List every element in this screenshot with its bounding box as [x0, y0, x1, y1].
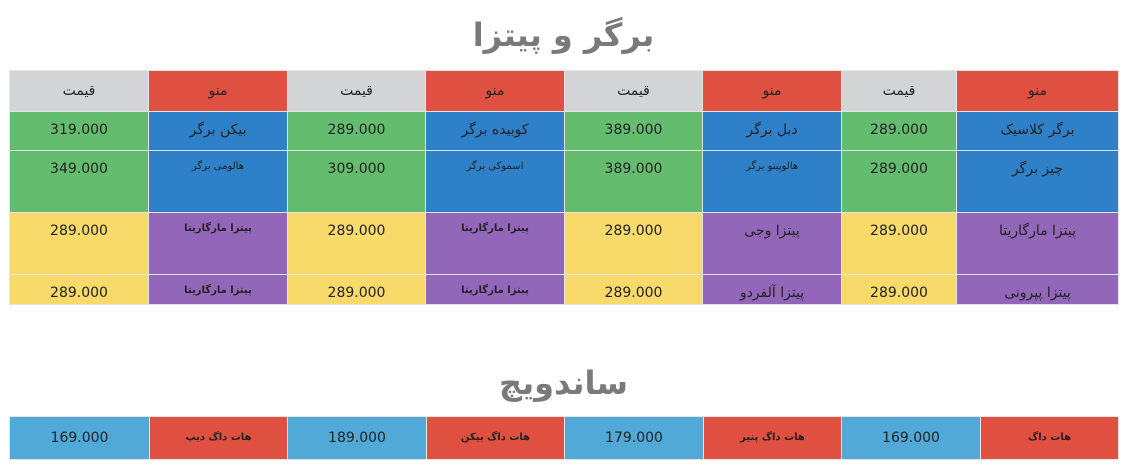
sandwich-item-price: 169.000 — [841, 416, 981, 460]
section-title-burger-pizza: برگر و پیتزا — [472, 16, 655, 54]
table-row: چیز برگر 289.000 هالوپینو برگر 389.000 ا… — [9, 150, 1119, 213]
menu-item-price: 389.000 — [564, 150, 703, 213]
menu-item-name: هالوپینو برگر — [702, 150, 842, 213]
menu-item-price: 349.000 — [9, 150, 149, 213]
menu-item-name: برگر کلاسیک — [956, 111, 1119, 151]
table-row: هات داگ 169.000 هات داگ پنیر 179.000 هات… — [9, 416, 1119, 460]
header-price: قیمت — [287, 70, 426, 112]
sandwich-item-price: 189.000 — [287, 416, 427, 460]
header-menu: منو — [425, 70, 565, 112]
menu-item-price: 289.000 — [9, 274, 149, 305]
menu-item-name: هالومی برگر — [148, 150, 288, 213]
menu-item-name: پیتزا وجی — [702, 212, 842, 275]
sandwich-item-name: هات داگ پنیر — [703, 416, 842, 460]
sandwich-item-name: هات داگ دیپ — [149, 416, 288, 460]
menu-item-price: 289.000 — [564, 212, 703, 275]
menu-item-price: 289.000 — [9, 212, 149, 275]
menu-item-price: 289.000 — [287, 212, 426, 275]
menu-item-price: 309.000 — [287, 150, 426, 213]
table-row: برگر کلاسیک 289.000 دبل برگر 389.000 کوب… — [9, 111, 1119, 151]
menu-item-price: 289.000 — [287, 274, 426, 305]
table-row: پیتزا مارگاریتا 289.000 پیتزا وجی 289.00… — [9, 212, 1119, 275]
header-price: قیمت — [841, 70, 957, 112]
header-menu: منو — [702, 70, 842, 112]
menu-item-price: 289.000 — [841, 212, 957, 275]
sandwich-item-name: هات داگ بیکن — [426, 416, 565, 460]
menu-item-name: پیتزا مارگاریتا — [425, 212, 565, 275]
table-row: پیتزا پپرونی 289.000 پیتزا آلفردو 289.00… — [9, 274, 1119, 305]
menu-item-name: پیتزا آلفردو — [702, 274, 842, 305]
menu-item-name: پیتزا مارگاریتا — [148, 274, 288, 305]
menu-item-price: 289.000 — [841, 150, 957, 213]
burger-pizza-menu-table: منو قیمت منو قیمت منو قیمت منو قیمت برگر… — [9, 70, 1119, 305]
sandwich-item-price: 169.000 — [9, 416, 150, 460]
menu-item-price: 289.000 — [841, 111, 957, 151]
menu-item-name: بیکن برگر — [148, 111, 288, 151]
menu-item-price: 289.000 — [287, 111, 426, 151]
menu-item-price: 289.000 — [841, 274, 957, 305]
menu-item-name: پیتزا پپرونی — [956, 274, 1119, 305]
menu-item-name: اسموکی برگر — [425, 150, 565, 213]
menu-item-price: 289.000 — [564, 274, 703, 305]
sandwich-menu-table: هات داگ 169.000 هات داگ پنیر 179.000 هات… — [9, 416, 1119, 460]
header-menu: منو — [148, 70, 288, 112]
menu-item-name: دبل برگر — [702, 111, 842, 151]
menu-item-name: پیتزا مارگاریتا — [425, 274, 565, 305]
sandwich-item-price: 179.000 — [564, 416, 704, 460]
section-title-sandwich: ساندویچ — [499, 364, 628, 402]
header-price: قیمت — [9, 70, 149, 112]
menu-item-price: 389.000 — [564, 111, 703, 151]
menu-item-name: چیز برگر — [956, 150, 1119, 213]
menu-item-name: پیتزا مارگاریتا — [148, 212, 288, 275]
menu-item-name: پیتزا مارگاریتا — [956, 212, 1119, 275]
table-header-row: منو قیمت منو قیمت منو قیمت منو قیمت — [9, 70, 1119, 112]
header-menu: منو — [956, 70, 1119, 112]
menu-item-name: کوبیده برگر — [425, 111, 565, 151]
header-price: قیمت — [564, 70, 703, 112]
menu-item-price: 319.000 — [9, 111, 149, 151]
sandwich-item-name: هات داگ — [980, 416, 1119, 460]
